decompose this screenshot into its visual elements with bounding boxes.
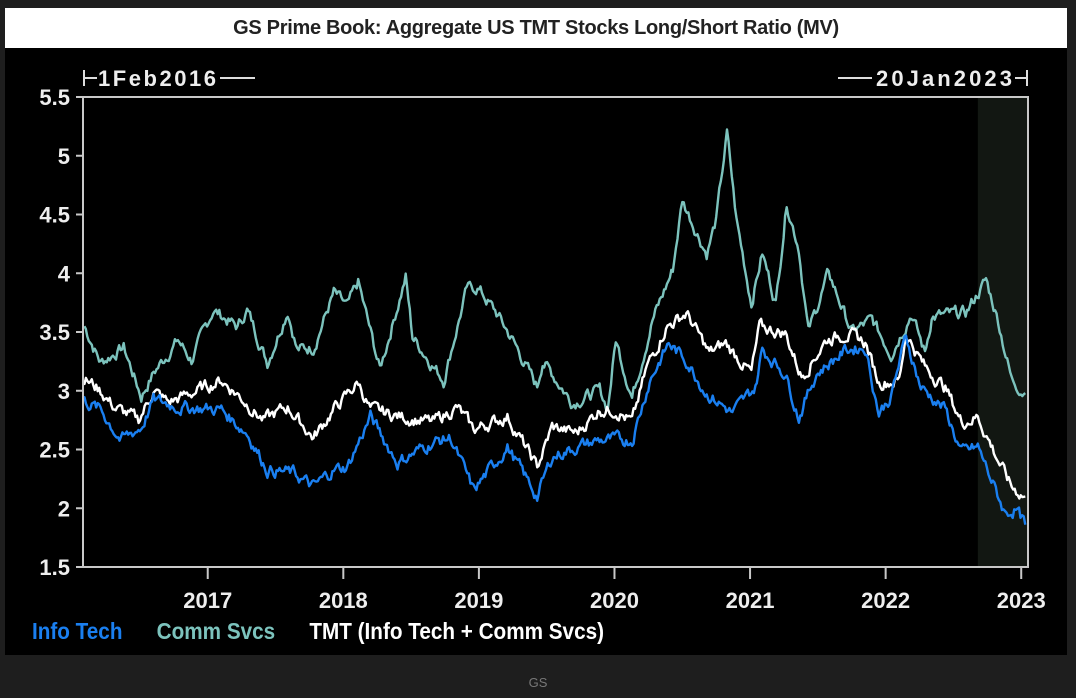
start-date-marker: 1Feb2016 bbox=[83, 66, 255, 91]
y-tick-label: 4 bbox=[58, 261, 71, 286]
x-tick-label: 2020 bbox=[590, 588, 639, 613]
y-tick-label: 5 bbox=[58, 144, 70, 169]
y-tick-label: 3 bbox=[58, 379, 70, 404]
chart-title: GS Prime Book: Aggregate US TMT Stocks L… bbox=[5, 8, 1067, 48]
start-date-label: 1Feb2016 bbox=[98, 66, 216, 91]
x-tick-label: 2018 bbox=[319, 588, 368, 613]
series-line-comm-svcs bbox=[83, 128, 1027, 412]
y-tick-label: 4.5 bbox=[39, 203, 70, 228]
y-tick-label: 1.5 bbox=[39, 555, 70, 580]
y-tick-label: 3.5 bbox=[39, 320, 70, 345]
legend-comm-svcs: Comm Svcs bbox=[156, 618, 276, 644]
series-line-tmt-info-tech-comm-svcs bbox=[82, 310, 1026, 500]
plot-frame bbox=[82, 96, 1029, 568]
y-tick-label: 5.5 bbox=[39, 85, 70, 110]
source-caption: GS bbox=[528, 675, 548, 690]
y-tick-label: 2 bbox=[58, 496, 70, 521]
end-date-label: 20Jan2023 bbox=[876, 66, 1012, 91]
legend: Info Tech Comm Svcs TMT (Info Tech + Comm … bbox=[32, 618, 638, 645]
legend-tmt: TMT (Info Tech + Comm Svcs) bbox=[309, 618, 604, 644]
series-line-info-tech bbox=[81, 334, 1027, 525]
legend-info-tech: Info Tech bbox=[32, 618, 123, 644]
x-tick-label: 2022 bbox=[861, 588, 910, 613]
end-date-marker: 20Jan2023 bbox=[838, 66, 1028, 91]
x-tick-label: 2021 bbox=[726, 588, 775, 613]
chart-panel bbox=[5, 8, 1067, 655]
highlight-region bbox=[977, 97, 1028, 567]
x-tick-label: 2019 bbox=[454, 588, 503, 613]
x-tick-label: 2017 bbox=[183, 588, 232, 613]
y-tick-label: 2.5 bbox=[39, 438, 70, 463]
x-tick-label: 2023 bbox=[997, 588, 1046, 613]
